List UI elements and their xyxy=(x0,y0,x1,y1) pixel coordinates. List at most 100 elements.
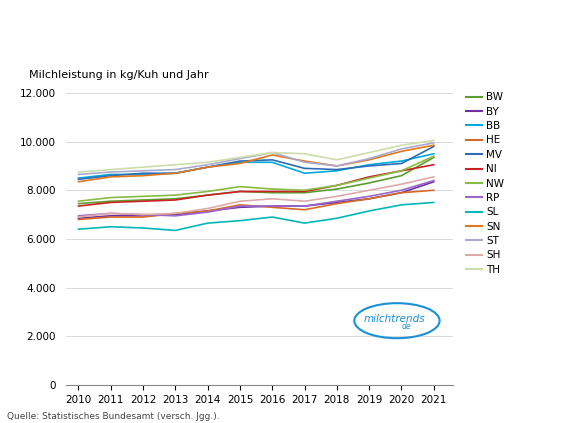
ST xyxy=(333,163,340,168)
Line: SH: SH xyxy=(79,177,434,217)
BW xyxy=(237,189,243,194)
BW xyxy=(301,190,308,195)
RP xyxy=(301,203,308,209)
NI xyxy=(75,203,82,209)
NW xyxy=(301,188,308,193)
RP xyxy=(430,178,437,183)
BY xyxy=(140,213,146,218)
SH xyxy=(75,214,82,220)
NI xyxy=(107,200,114,205)
BY xyxy=(269,203,276,209)
NI xyxy=(204,192,211,198)
BB xyxy=(366,162,373,167)
BB xyxy=(237,160,243,165)
TH xyxy=(333,157,340,162)
Line: MV: MV xyxy=(79,146,434,179)
BB xyxy=(172,171,179,176)
BW xyxy=(333,187,340,192)
SL xyxy=(237,218,243,223)
ST xyxy=(140,168,146,173)
MV xyxy=(301,166,308,171)
BY xyxy=(172,212,179,217)
NI xyxy=(269,189,276,194)
Text: Entwicklung der Milchleistung in den Bundesländern 2021: Entwicklung der Milchleistung in den Bun… xyxy=(7,18,416,31)
Line: ST: ST xyxy=(79,143,434,174)
ST xyxy=(301,160,308,165)
ST xyxy=(366,156,373,161)
TH xyxy=(140,165,146,170)
SN xyxy=(237,161,243,166)
NI xyxy=(430,162,437,167)
Line: HE: HE xyxy=(79,190,434,220)
MV xyxy=(107,173,114,178)
HE xyxy=(430,188,437,193)
SH xyxy=(430,174,437,179)
BB xyxy=(301,171,308,176)
Text: Milchleistung in kg/Kuh und Jahr: Milchleistung in kg/Kuh und Jahr xyxy=(28,69,209,80)
BY xyxy=(75,216,82,221)
HE xyxy=(204,209,211,214)
NI xyxy=(301,189,308,194)
BW xyxy=(172,196,179,201)
Text: Quelle: Statistisches Bundesamt (versch. Jgg.).: Quelle: Statistisches Bundesamt (versch.… xyxy=(7,412,219,421)
RP xyxy=(398,188,405,193)
RP xyxy=(333,199,340,204)
BW xyxy=(430,155,437,160)
NW xyxy=(269,187,276,192)
SN xyxy=(140,173,146,178)
Line: BB: BB xyxy=(79,154,434,178)
ST xyxy=(398,146,405,151)
Line: SL: SL xyxy=(79,203,434,231)
SH xyxy=(398,181,405,187)
SH xyxy=(301,199,308,204)
ST xyxy=(430,140,437,146)
NW xyxy=(75,199,82,204)
SN xyxy=(107,174,114,179)
RP xyxy=(75,213,82,218)
HE xyxy=(333,201,340,206)
NI xyxy=(366,174,373,179)
SL xyxy=(204,220,211,225)
BB xyxy=(333,168,340,173)
BY xyxy=(107,213,114,218)
MV xyxy=(333,167,340,172)
SL xyxy=(107,224,114,229)
Line: BY: BY xyxy=(79,182,434,218)
BB xyxy=(140,172,146,177)
ST xyxy=(75,172,82,177)
RP xyxy=(237,203,243,209)
BY xyxy=(237,205,243,210)
Text: de: de xyxy=(402,322,412,331)
Legend: BW, BY, BB, HE, MV, NI, NW, RP, SL, SN, ST, SH, TH: BW, BY, BB, HE, MV, NI, NW, RP, SL, SN, … xyxy=(466,92,504,275)
MV xyxy=(172,171,179,176)
SH xyxy=(366,188,373,193)
SH xyxy=(204,206,211,211)
MV xyxy=(140,171,146,176)
TH xyxy=(301,151,308,157)
RP xyxy=(269,203,276,209)
ST xyxy=(172,167,179,172)
HE xyxy=(140,214,146,220)
Line: NI: NI xyxy=(79,165,434,206)
HE xyxy=(366,196,373,201)
BB xyxy=(430,151,437,157)
SL xyxy=(269,214,276,220)
HE xyxy=(301,207,308,212)
MV xyxy=(430,144,437,149)
MV xyxy=(204,165,211,170)
SN xyxy=(430,143,437,148)
Line: TH: TH xyxy=(79,140,434,172)
SL xyxy=(140,225,146,231)
NW xyxy=(333,183,340,188)
Line: RP: RP xyxy=(79,181,434,216)
SN xyxy=(398,149,405,154)
TH xyxy=(237,155,243,160)
NI xyxy=(398,168,405,173)
MV xyxy=(237,159,243,164)
HE xyxy=(107,214,114,220)
NW xyxy=(398,168,405,173)
SH xyxy=(140,212,146,217)
HE xyxy=(269,205,276,210)
TH xyxy=(269,150,276,155)
SN xyxy=(75,179,82,184)
